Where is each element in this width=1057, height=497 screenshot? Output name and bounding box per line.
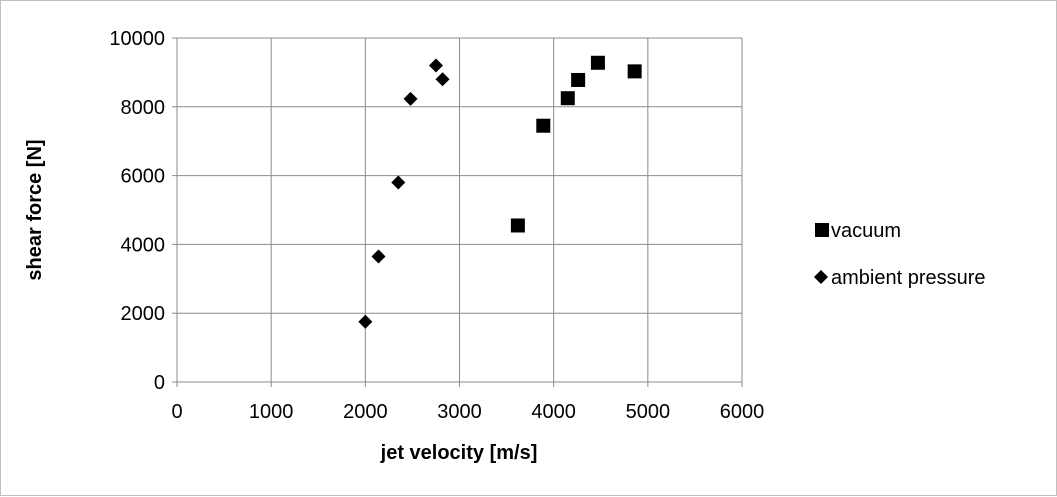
legend-label-ambient-pressure: ambient pressure	[831, 267, 986, 289]
vacuum-point	[590, 55, 605, 70]
gridlines	[177, 37, 743, 382]
ambient-pressure-point	[428, 58, 443, 73]
x-tick-label: 1000	[249, 401, 294, 423]
x-tick-label: 4000	[531, 401, 576, 423]
y-tick-label: 4000	[121, 234, 166, 256]
y-tick-label: 0	[154, 372, 165, 394]
y-axis-title: shear force [N]	[24, 139, 46, 280]
axes	[172, 37, 743, 387]
vacuum-point	[571, 72, 586, 87]
x-axis-title: jet velocity [m/s]	[380, 442, 538, 464]
y-tick-label: 6000	[121, 166, 166, 188]
x-tick-label: 5000	[626, 401, 671, 423]
legend: vacuum ambient pressure	[814, 220, 986, 289]
y-tick-label: 8000	[121, 97, 166, 119]
data-points	[358, 55, 642, 329]
ambient-pressure-point	[358, 314, 373, 329]
vacuum-point	[627, 64, 642, 79]
vacuum-point	[560, 91, 575, 106]
y-tick-label: 10000	[109, 28, 165, 50]
x-tick-label: 2000	[343, 401, 388, 423]
ambient-pressure-point	[403, 91, 418, 106]
ambient-pressure-point	[371, 249, 386, 264]
legend-label-vacuum: vacuum	[831, 220, 901, 242]
ambient-pressure-point	[391, 175, 406, 190]
x-tick-label: 3000	[437, 401, 482, 423]
x-tick-label: 6000	[720, 401, 765, 423]
legend-diamond-marker	[814, 270, 828, 284]
legend-entry-ambient-pressure: ambient pressure	[814, 267, 986, 289]
vacuum-point	[536, 118, 551, 133]
ambient-pressure-point	[435, 72, 450, 87]
x-tick-label: 0	[171, 401, 182, 423]
legend-square-marker	[815, 223, 829, 237]
vacuum-point	[510, 218, 525, 233]
legend-entry-vacuum: vacuum	[815, 220, 901, 242]
y-tick-label: 2000	[121, 303, 166, 325]
tick-labels: 0 1000 2000 3000 4000 5000 6000 0 2000 4000 6000 80…	[109, 28, 764, 423]
